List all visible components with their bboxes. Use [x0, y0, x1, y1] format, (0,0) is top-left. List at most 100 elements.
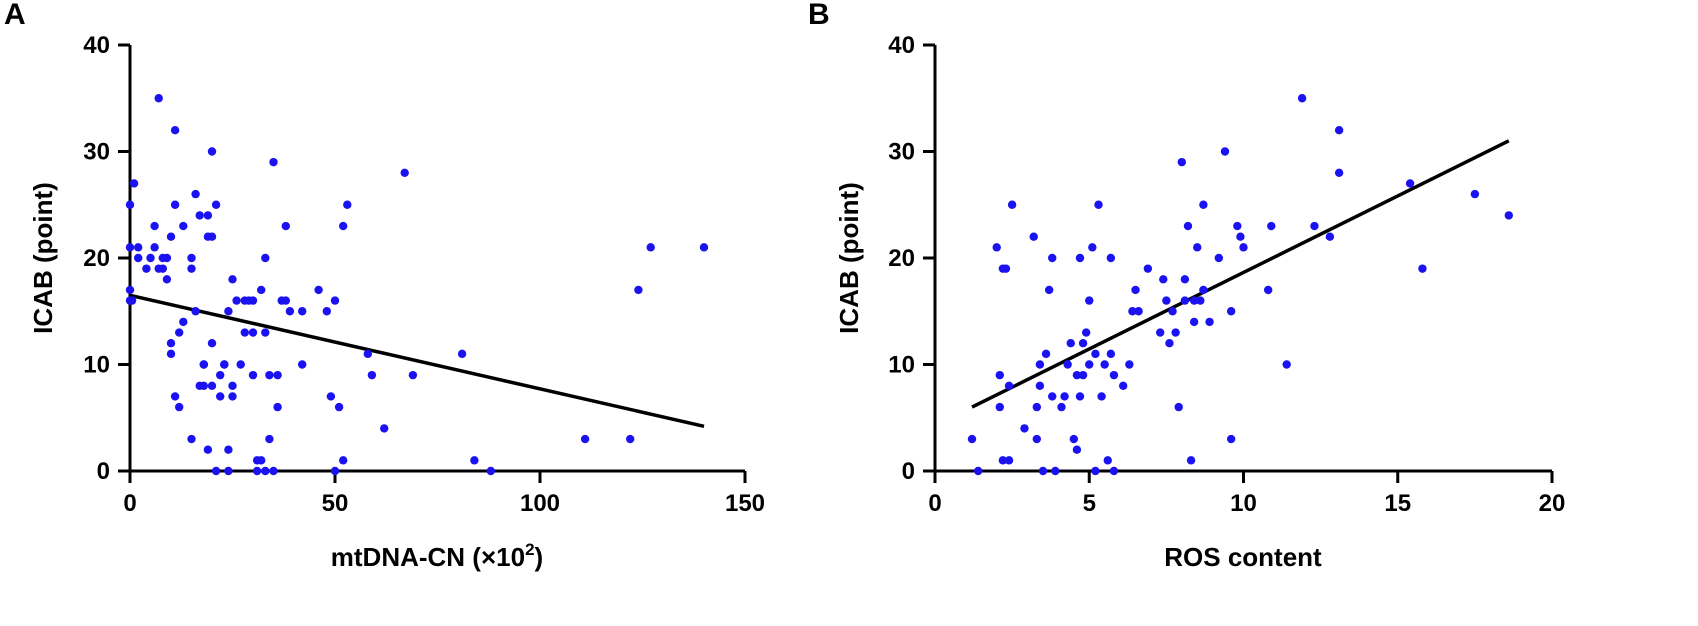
x-tick-label-a: 50 [322, 490, 349, 517]
data-point-a [207, 147, 217, 156]
data-point-b [1094, 200, 1103, 209]
data-point-a [187, 434, 196, 444]
data-point-b [1504, 211, 1514, 220]
data-point-a [211, 466, 221, 476]
data-point-a [203, 445, 213, 454]
data-point-a [125, 200, 135, 209]
data-point-b [1214, 253, 1224, 263]
data-point-b [1004, 456, 1014, 465]
data-point-a [265, 370, 274, 380]
panel-b: B 0 10 20 30 40 0 5 10 15 20 ICAB (point) ROS con… [808, 0, 1565, 572]
data-point-a [224, 445, 233, 454]
data-point-a [166, 349, 176, 359]
data-point-b [1263, 285, 1273, 295]
data-point-a [257, 456, 266, 465]
data-point-a [175, 402, 184, 412]
data-point-b [1078, 339, 1088, 348]
data-point-b [1236, 232, 1245, 241]
data-point-a [261, 253, 270, 263]
panel-label-b: B [808, 0, 830, 31]
data-point-b [1199, 200, 1208, 209]
data-point-a [216, 392, 225, 401]
data-point-a [228, 381, 237, 390]
data-point-a [699, 243, 709, 252]
data-point-a [191, 189, 200, 199]
data-point-b [1075, 253, 1085, 263]
data-point-a [220, 360, 229, 369]
data-point-b [1180, 296, 1190, 305]
data-point-b [1029, 232, 1038, 241]
data-point-b [1159, 275, 1168, 284]
data-point-a [179, 221, 188, 231]
ticks-b: 0 10 20 30 40 0 5 10 15 20 [888, 32, 1565, 517]
data-point-b [1004, 381, 1014, 390]
data-point-b [1109, 370, 1119, 380]
data-point-b [1199, 285, 1208, 295]
data-point-b [1109, 466, 1119, 476]
data-point-a [195, 211, 204, 220]
data-point-b [1035, 360, 1045, 369]
data-point-b [1186, 456, 1196, 465]
data-point-a [134, 253, 143, 263]
data-point-b [1051, 466, 1060, 476]
data-point-b [1205, 317, 1214, 327]
data-point-a [236, 360, 245, 369]
data-point-a [232, 296, 241, 305]
data-point-a [248, 296, 258, 305]
data-point-b [1078, 370, 1088, 380]
data-point-b [1085, 360, 1094, 369]
data-point-a [261, 466, 270, 476]
data-point-a [298, 360, 307, 369]
data-point-b [1189, 296, 1199, 305]
x-tick-label-a: 150 [725, 490, 765, 517]
data-point-a [166, 232, 176, 241]
data-point-a [211, 200, 221, 209]
data-point-a [207, 381, 217, 390]
data-point-a [170, 126, 180, 135]
data-point-a [486, 466, 495, 476]
x-tick-label-b: 0 [928, 490, 941, 517]
data-point-a [228, 392, 237, 401]
data-point-a [228, 275, 237, 284]
data-point-b [1103, 456, 1112, 465]
data-point-a [281, 296, 290, 305]
data-point-a [125, 243, 135, 252]
data-point-a [240, 328, 249, 337]
data-point-a [580, 434, 590, 444]
data-point-a [339, 221, 348, 231]
data-point-a [224, 307, 233, 316]
y-tick-label-a: 0 [97, 458, 110, 485]
data-point-b [1226, 307, 1236, 316]
data-point-b [1118, 381, 1128, 390]
y-tick-label-b: 40 [888, 32, 915, 59]
data-point-b [1177, 157, 1187, 167]
data-point-a [252, 466, 262, 476]
data-point-a [470, 456, 479, 465]
data-point-a [269, 466, 278, 476]
data-point-b [1075, 392, 1085, 401]
data-point-a [199, 360, 208, 369]
trend-line-b [971, 139, 1510, 409]
data-point-b [1143, 264, 1153, 273]
y-tick-label-b: 0 [902, 458, 915, 485]
data-point-a [207, 339, 217, 348]
data-point-b [1334, 168, 1344, 177]
x-tick-label-b: 5 [1083, 490, 1096, 517]
data-point-a [626, 434, 635, 444]
x-axis-title-b: ROS content [1164, 542, 1322, 572]
data-point-b [1165, 339, 1174, 348]
data-point-b [1334, 126, 1344, 135]
data-point-b [1325, 232, 1335, 241]
data-point-b [1063, 360, 1072, 369]
data-point-b [1106, 253, 1116, 263]
data-point-a [187, 253, 196, 263]
data-point-b [1297, 94, 1307, 103]
data-point-b [1060, 392, 1069, 401]
data-point-a [154, 94, 163, 103]
y-tick-label-a: 20 [83, 245, 110, 272]
data-point-a [269, 157, 278, 167]
data-point-b [1310, 221, 1319, 231]
data-point-b [1418, 264, 1427, 273]
data-point-b [1020, 424, 1029, 433]
